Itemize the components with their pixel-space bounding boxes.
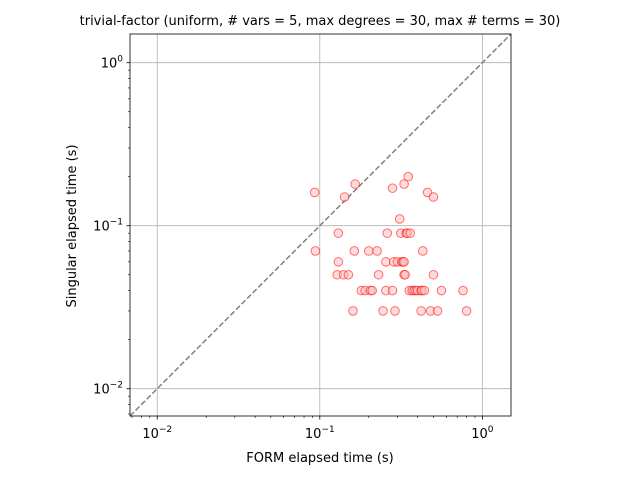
x-axis-label: FORM elapsed time (s) xyxy=(246,451,394,466)
data-point-0-3 xyxy=(333,257,344,267)
data-point-0-32 xyxy=(399,257,409,267)
data-point-0-18 xyxy=(378,306,388,316)
data-point-0-52 xyxy=(428,192,439,202)
data-point-0-6 xyxy=(339,192,350,202)
x-tick-label-2: 100 xyxy=(471,425,494,442)
data-point-0-34 xyxy=(400,269,410,280)
data-point-0-13 xyxy=(363,246,374,256)
data-point-0-22 xyxy=(387,183,398,193)
reference-line-y-equals-x xyxy=(129,33,512,417)
data-point-0-55 xyxy=(458,285,468,296)
data-point-0-17 xyxy=(373,269,384,280)
y-tick-labels: 10−2 10−1 100 xyxy=(93,55,123,398)
data-point-0-16 xyxy=(372,246,382,256)
data-point-0-56 xyxy=(461,306,472,316)
data-point-0-25 xyxy=(390,306,400,316)
data-point-0-2 xyxy=(333,228,344,238)
y-tick-label-1: 10−1 xyxy=(93,218,123,235)
data-point-0-53 xyxy=(432,306,443,316)
data-point-0-0 xyxy=(309,187,320,198)
data-point-0-33 xyxy=(399,179,409,189)
y-tick-label-0: 10−2 xyxy=(93,381,123,398)
data-point-0-37 xyxy=(403,171,414,182)
data-point-0-27 xyxy=(394,214,405,224)
data-points xyxy=(309,171,472,316)
data-point-0-10 xyxy=(349,246,360,256)
y-axis-label: Singular elapsed time (s) xyxy=(65,144,80,307)
data-point-0-9 xyxy=(350,179,360,189)
data-point-0-54 xyxy=(436,285,447,296)
data-point-0-7 xyxy=(343,269,354,280)
data-point-0-23 xyxy=(387,285,398,296)
data-point-0-48 xyxy=(419,285,430,296)
y-tick-label-2: 100 xyxy=(101,55,124,72)
axis-ticks xyxy=(126,62,483,420)
data-point-0-39 xyxy=(405,228,416,238)
data-point-0-1 xyxy=(310,246,321,256)
x-tick-label-1: 10−1 xyxy=(305,425,335,442)
data-point-0-8 xyxy=(348,306,358,316)
x-tick-label-0: 10−2 xyxy=(142,425,172,442)
chart-title: trivial-factor (uniform, # vars = 5, max… xyxy=(80,14,561,29)
data-point-0-15 xyxy=(367,285,377,296)
data-point-0-21 xyxy=(381,257,391,267)
data-point-0-45 xyxy=(416,306,426,316)
data-point-0-20 xyxy=(382,228,393,238)
data-point-0-47 xyxy=(417,246,428,256)
x-tick-labels: 10−2 10−1 100 xyxy=(142,425,493,442)
data-point-0-51 xyxy=(428,269,439,280)
plot-frame xyxy=(129,33,512,417)
